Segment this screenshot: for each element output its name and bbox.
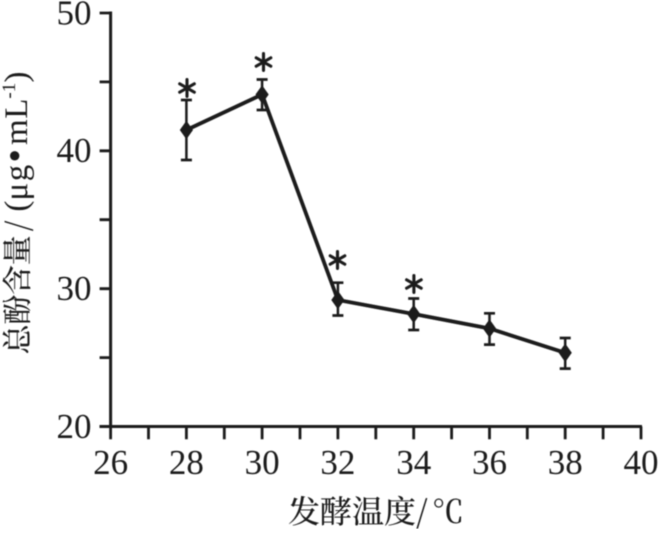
svg-text:34: 34 (396, 443, 431, 482)
svg-text:30: 30 (57, 269, 92, 308)
svg-text:20: 20 (57, 407, 92, 446)
svg-text:36: 36 (472, 443, 507, 482)
svg-text:-1: -1 (0, 83, 20, 99)
svg-text:40: 40 (624, 443, 659, 482)
svg-text:): ) (0, 72, 35, 83)
svg-text:(: ( (0, 201, 35, 212)
svg-text:g: g (0, 165, 35, 182)
svg-text:38: 38 (548, 443, 583, 482)
svg-text:30: 30 (245, 443, 280, 482)
svg-text:50: 50 (57, 0, 92, 32)
svg-text:26: 26 (93, 443, 128, 482)
svg-text:μ: μ (0, 183, 35, 201)
svg-text:40: 40 (57, 131, 92, 170)
svg-text:m: m (0, 119, 35, 145)
svg-text:32: 32 (320, 443, 355, 482)
svg-text:28: 28 (169, 443, 204, 482)
svg-text:L: L (0, 99, 35, 119)
